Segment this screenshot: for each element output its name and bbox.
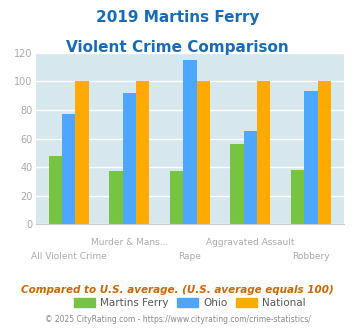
Bar bbox=[170, 172, 183, 224]
Bar bbox=[109, 172, 123, 224]
Bar bbox=[197, 82, 210, 224]
Text: Robbery: Robbery bbox=[292, 252, 330, 261]
Bar bbox=[304, 91, 318, 224]
Text: Aggravated Assault: Aggravated Assault bbox=[206, 238, 295, 247]
Text: Rape: Rape bbox=[179, 252, 201, 261]
Text: All Violent Crime: All Violent Crime bbox=[31, 252, 107, 261]
Bar bbox=[136, 82, 149, 224]
Text: Violent Crime Comparison: Violent Crime Comparison bbox=[66, 40, 289, 54]
Text: Compared to U.S. average. (U.S. average equals 100): Compared to U.S. average. (U.S. average … bbox=[21, 285, 334, 295]
Text: © 2025 CityRating.com - https://www.cityrating.com/crime-statistics/: © 2025 CityRating.com - https://www.city… bbox=[45, 315, 310, 324]
Bar bbox=[49, 156, 62, 224]
Bar bbox=[76, 82, 89, 224]
Text: 2019 Martins Ferry: 2019 Martins Ferry bbox=[96, 10, 259, 25]
Bar bbox=[183, 60, 197, 224]
Text: Murder & Mans...: Murder & Mans... bbox=[91, 238, 168, 247]
Bar bbox=[62, 114, 76, 224]
Legend: Martins Ferry, Ohio, National: Martins Ferry, Ohio, National bbox=[71, 295, 308, 311]
Bar bbox=[257, 82, 271, 224]
Bar bbox=[230, 144, 244, 224]
Bar bbox=[123, 93, 136, 224]
Bar bbox=[244, 131, 257, 224]
Bar bbox=[291, 170, 304, 224]
Bar bbox=[318, 82, 331, 224]
